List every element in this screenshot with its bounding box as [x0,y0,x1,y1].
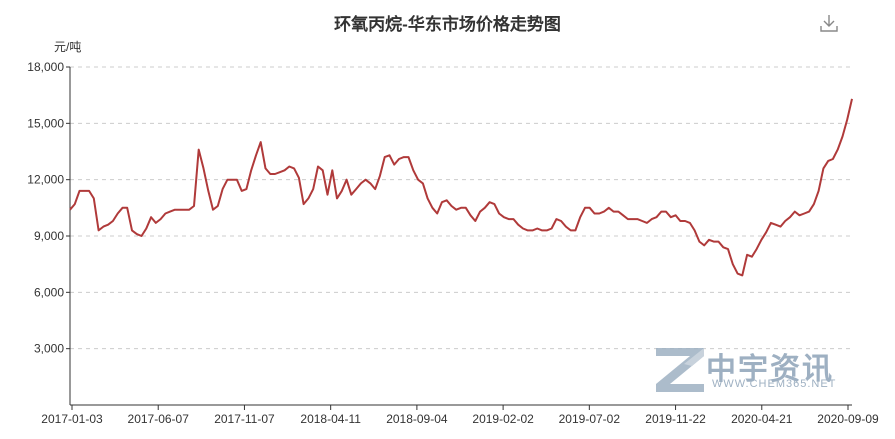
y-tick-label: 12,000 [27,173,64,187]
watermark: 中宇资讯 WWW.CHEM365.NET [654,344,854,394]
x-tick-label: 2018-09-04 [386,412,448,426]
price-series-line [69,98,853,277]
x-tick-label: 2020-09-09 [817,412,879,426]
chart-title: 环氧丙烷-华东市场价格走势图 [334,15,561,34]
x-tick-label: 2018-04-11 [300,412,361,426]
y-tick-label: 3,000 [34,342,64,356]
x-tick-label: 2017-11-07 [214,412,275,426]
y-tick-label: 6,000 [34,285,64,299]
x-tick-label: 2019-07-02 [559,412,621,426]
y-tick-label: 15,000 [27,116,64,130]
watermark-text-cn: 中宇资讯 [706,352,834,387]
download-button[interactable] [818,12,840,34]
y-axis-unit: 元/吨 [54,40,82,54]
y-tick-label: 18,000 [27,60,64,74]
x-tick-label: 2017-06-07 [128,412,190,426]
x-tick-label: 2020-04-21 [731,412,793,426]
watermark-text-en: WWW.CHEM365.NET [712,378,837,390]
x-tick-label: 2019-02-02 [472,412,534,426]
watermark-logo-icon [656,348,704,392]
x-tick-label: 2017-01-03 [41,412,103,426]
y-tick-label: 9,000 [34,229,64,243]
x-tick-label: 2019-11-22 [645,412,706,426]
download-icon [820,15,838,32]
